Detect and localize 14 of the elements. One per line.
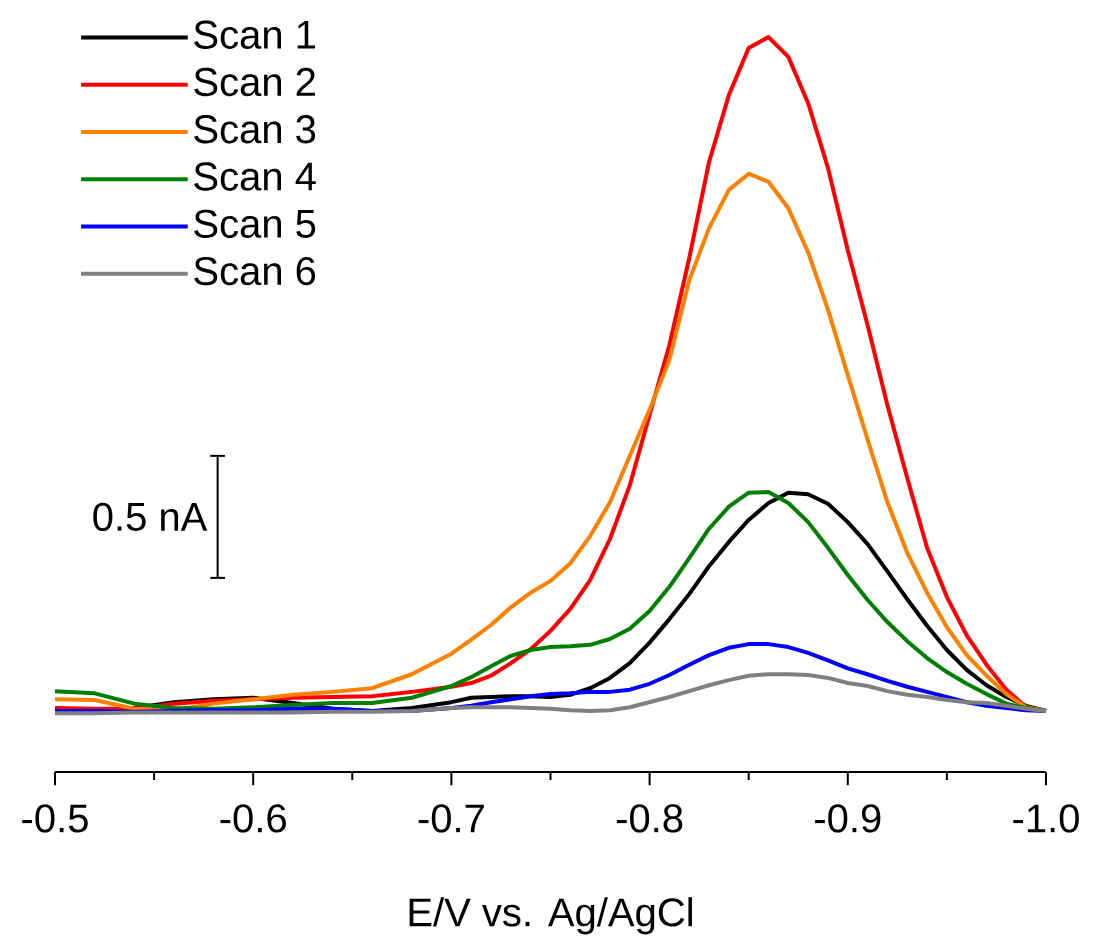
- x-tick-label: -0.5: [22, 804, 88, 833]
- x-tick-label: -0.9: [815, 804, 881, 833]
- legend-label: Scan 6: [194, 256, 316, 286]
- x-tick-label: -1.0: [1013, 804, 1079, 833]
- legend-label: Scan 3: [194, 115, 316, 144]
- legend-label: Scan 2: [194, 67, 315, 97]
- annotation: 0.5 nA: [93, 502, 208, 532]
- x-tick-label: -0.8: [616, 804, 683, 833]
- x-tick-label: -0.6: [220, 804, 286, 833]
- legend-label: Scan 1: [194, 20, 315, 49]
- legend-label: Scan 4: [194, 162, 316, 191]
- x-tick-label: -0.7: [418, 804, 484, 833]
- x-axis-title: E/V vs. Ag/AgCl: [409, 897, 692, 935]
- legend-label: Scan 5: [194, 209, 316, 238]
